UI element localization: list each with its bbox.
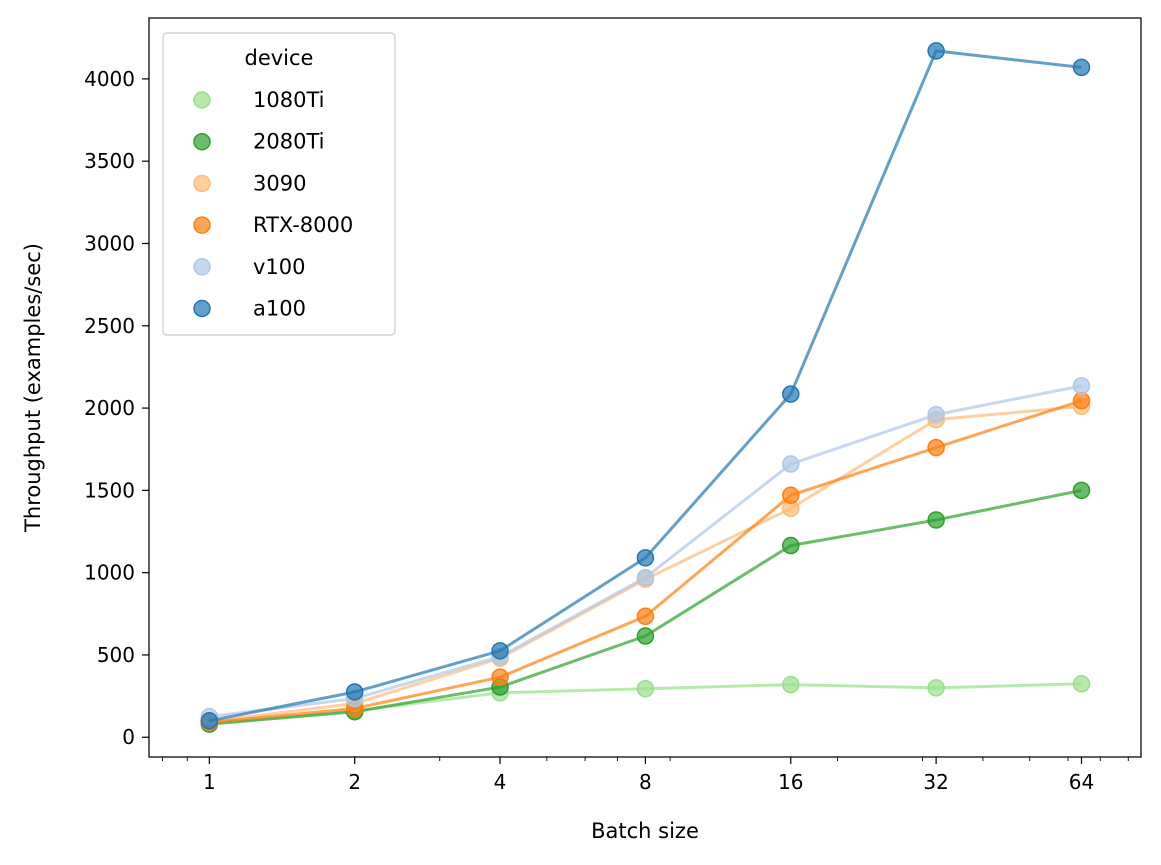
y-axis: 0 500 1000 1500 2000 2500 3000 3500 4000 <box>84 67 149 749</box>
data-point <box>345 683 364 701</box>
series-layer <box>200 42 1091 733</box>
data-point <box>636 568 655 587</box>
data-point <box>927 679 945 697</box>
x-axis-label: Batch size <box>591 819 699 843</box>
legend-marker <box>193 132 211 151</box>
legend-entry: a100 <box>193 297 306 321</box>
x-tick-label: 2 <box>348 770 361 794</box>
y-tick-label: 3000 <box>84 231 135 255</box>
legend-entry: v100 <box>193 255 306 279</box>
legend-marker <box>193 299 211 318</box>
legend-label: a100 <box>253 297 306 321</box>
series-a100 <box>200 42 1091 730</box>
data-point <box>927 42 945 60</box>
x-tick-label: 4 <box>494 770 507 794</box>
data-point <box>927 511 945 529</box>
legend-entry: RTX-8000 <box>193 213 353 237</box>
data-point <box>636 549 655 567</box>
x-tick-label: 32 <box>923 770 948 794</box>
y-tick-label: 1500 <box>84 478 135 502</box>
legend-label: 3090 <box>253 171 306 195</box>
data-point <box>1072 377 1091 395</box>
y-tick-label: 500 <box>97 643 135 667</box>
legend-entry: 3090 <box>193 171 306 195</box>
data-point <box>782 486 800 505</box>
legend-marker <box>193 174 211 193</box>
y-axis-label: Throughput (examples/sec) <box>21 243 45 533</box>
data-point <box>782 385 800 403</box>
legend-label: RTX-8000 <box>253 213 353 237</box>
data-point <box>927 438 945 457</box>
y-tick-label: 2000 <box>84 396 135 420</box>
legend-entries: 1080Ti 2080Ti 3090 RTX-8000 v100 a100 <box>193 88 353 321</box>
legend-box <box>162 32 396 336</box>
data-point <box>491 668 509 686</box>
x-tick-label: 64 <box>1069 770 1094 794</box>
data-point <box>636 679 655 698</box>
y-tick-label: 0 <box>122 725 135 749</box>
legend-entry: 1080Ti <box>193 88 324 112</box>
legend-entry: 2080Ti <box>193 130 324 154</box>
x-tick-label: 8 <box>639 770 652 794</box>
x-tick-label: 1 <box>203 770 216 794</box>
data-point <box>782 536 800 555</box>
legend-label: v100 <box>253 255 306 279</box>
data-point <box>1072 675 1091 693</box>
data-point <box>782 675 800 694</box>
x-axis: 1 2 4 8 16 32 64 <box>162 757 1129 794</box>
y-tick-label: 2500 <box>84 314 135 338</box>
legend-label: 2080Ti <box>253 130 324 154</box>
data-point <box>782 455 800 473</box>
data-point <box>200 712 219 730</box>
x-tick-label: 16 <box>778 770 803 794</box>
y-tick-label: 3500 <box>84 149 135 173</box>
legend-marker <box>193 216 211 234</box>
data-point <box>927 405 945 424</box>
y-tick-label: 1000 <box>84 561 135 585</box>
legend: device 1080Ti 2080Ti 3090 RTX-8000 v100 a100 <box>162 32 396 336</box>
data-point <box>1072 58 1091 77</box>
legend-title: device <box>245 46 314 70</box>
data-point <box>1072 481 1091 500</box>
data-point <box>636 607 655 626</box>
y-tick-label: 4000 <box>84 67 135 91</box>
data-point <box>1072 391 1091 410</box>
legend-label: 1080Ti <box>253 88 324 112</box>
legend-marker <box>193 258 211 276</box>
data-point <box>491 642 509 660</box>
data-point <box>636 627 655 645</box>
legend-marker <box>193 91 211 109</box>
